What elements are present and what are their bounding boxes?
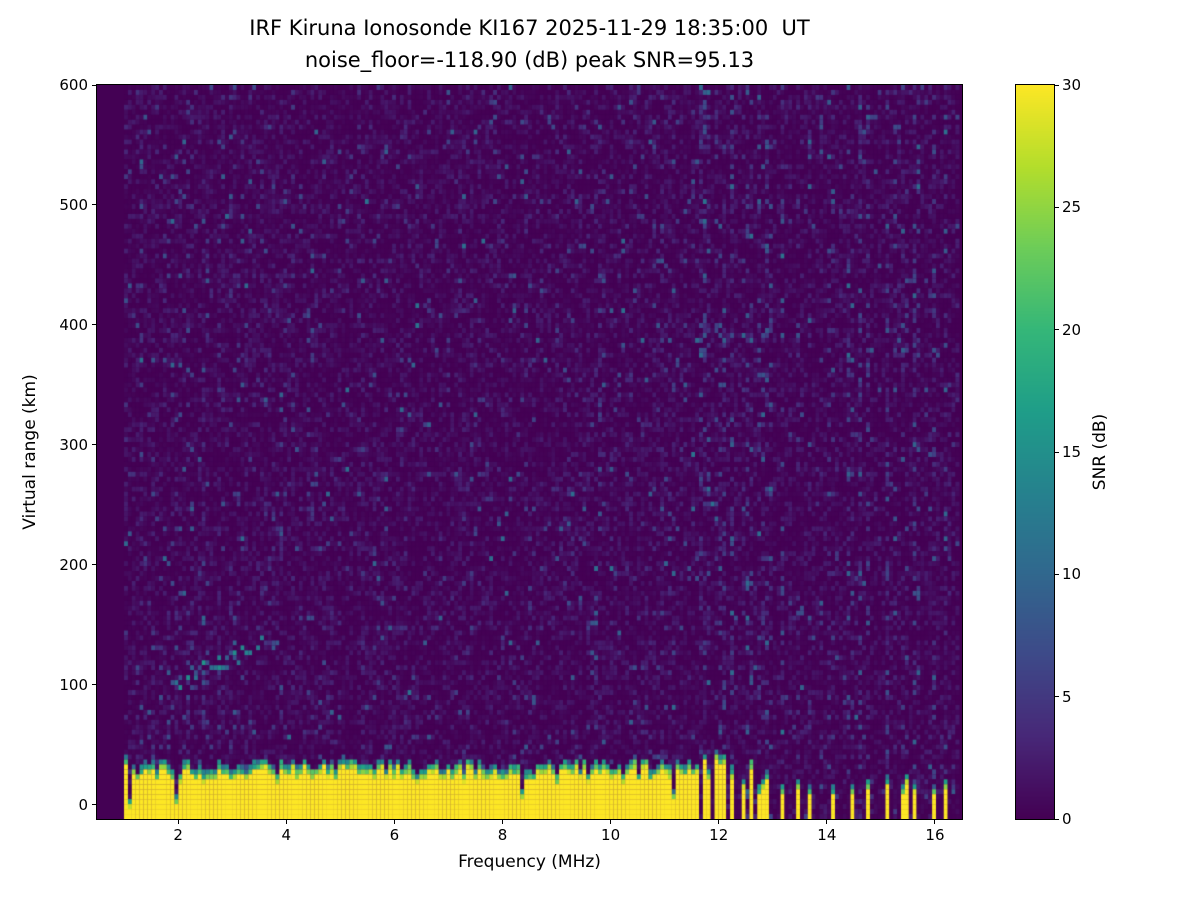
colorbar-tick-label: 30 <box>1062 76 1082 94</box>
colorbar <box>1015 84 1055 820</box>
colorbar-tick-mark <box>1055 573 1059 575</box>
y-tick-label: 300 <box>59 435 88 454</box>
x-tick-mark <box>393 820 395 824</box>
y-tick-mark <box>92 684 96 686</box>
colorbar-tick-mark <box>1055 696 1059 698</box>
colorbar-tick-label: 20 <box>1062 320 1082 339</box>
colorbar-tick-label: 15 <box>1062 443 1082 461</box>
chart-title-line2: noise_floor=-118.90 (dB) peak SNR=95.13 <box>304 48 755 72</box>
colorbar-gradient-canvas <box>1016 85 1054 819</box>
x-tick-label: 2 <box>173 826 183 844</box>
x-tick-mark <box>610 820 612 824</box>
colorbar-tick-label: 0 <box>1062 810 1072 828</box>
y-tick-label: 200 <box>59 555 88 574</box>
colorbar-tick-label: 25 <box>1062 198 1082 217</box>
x-tick-label: 12 <box>709 826 729 844</box>
x-tick-label: 8 <box>497 826 508 844</box>
x-tick-label: 6 <box>389 826 400 844</box>
colorbar-tick-mark <box>1055 818 1059 820</box>
y-tick-mark <box>92 324 96 326</box>
x-tick-mark <box>501 820 503 824</box>
x-tick-label: 4 <box>281 826 291 844</box>
x-tick-mark <box>285 820 287 824</box>
x-tick-mark <box>934 820 936 824</box>
colorbar-tick-label: 5 <box>1062 687 1072 706</box>
y-tick-label: 500 <box>59 195 88 214</box>
y-axis-label: Virtual range (km) <box>20 374 40 530</box>
x-tick-label: 10 <box>601 826 621 844</box>
colorbar-tick-mark <box>1055 329 1059 331</box>
colorbar-tick-mark <box>1055 206 1059 208</box>
y-tick-label: 0 <box>78 795 88 814</box>
y-tick-mark <box>92 444 96 446</box>
x-tick-label: 14 <box>817 826 837 844</box>
x-tick-mark <box>826 820 828 824</box>
colorbar-tick-label: 10 <box>1062 565 1082 584</box>
y-tick-mark <box>92 84 96 86</box>
y-tick-label: 400 <box>59 315 88 334</box>
x-axis-label: Frequency (MHz) <box>458 852 601 872</box>
y-tick-mark <box>92 804 96 806</box>
x-tick-mark <box>718 820 720 824</box>
x-tick-label: 16 <box>925 826 945 844</box>
x-tick-mark <box>177 820 179 824</box>
y-tick-mark <box>92 204 96 206</box>
colorbar-tick-mark <box>1055 451 1059 453</box>
ionogram-heatmap-canvas <box>97 85 962 819</box>
y-tick-mark <box>92 564 96 566</box>
y-tick-label: 600 <box>59 76 88 94</box>
y-tick-label: 100 <box>59 675 88 694</box>
colorbar-tick-mark <box>1055 84 1059 86</box>
plot-area <box>96 84 963 820</box>
chart-title-line1: IRF Kiruna Ionosonde KI167 2025-11-29 18… <box>249 16 810 40</box>
